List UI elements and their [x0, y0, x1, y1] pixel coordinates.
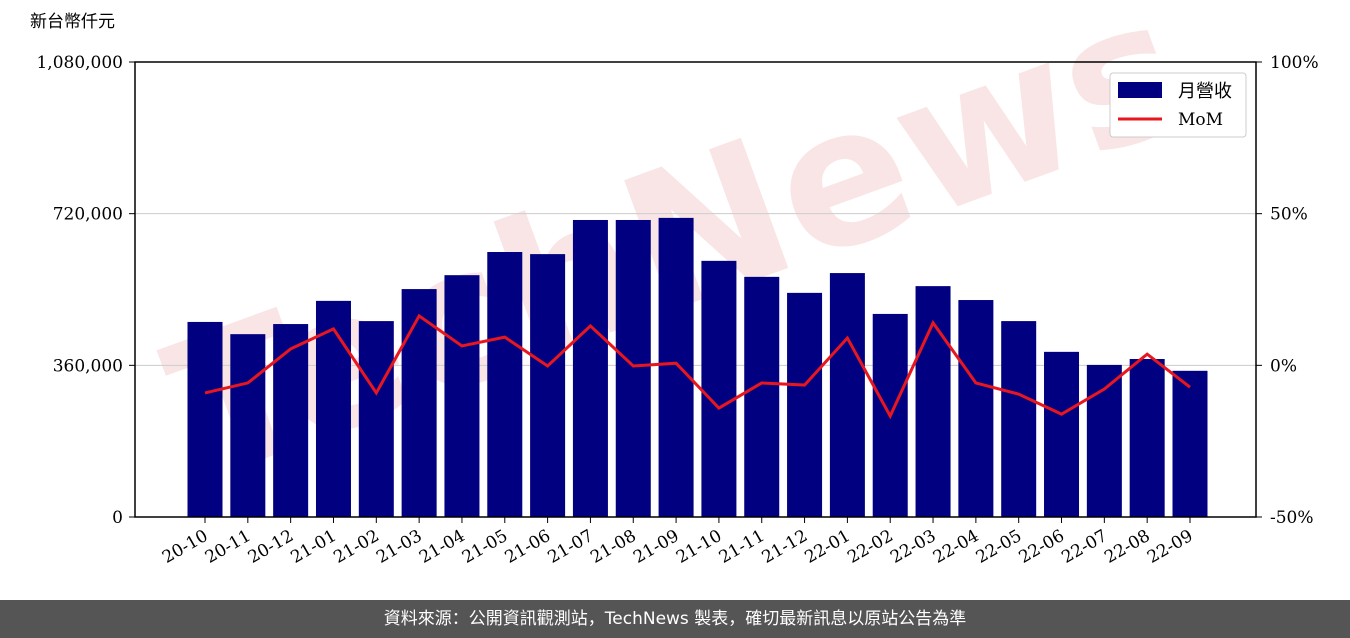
bar — [187, 321, 223, 517]
x-tick-label: 22-06 — [1016, 526, 1068, 568]
y2-tick-label: 0% — [1270, 356, 1297, 376]
x-tick-label: 21-07 — [544, 526, 596, 568]
bar — [744, 276, 780, 517]
bar — [787, 292, 823, 517]
x-tick-label: 21-03 — [373, 526, 425, 568]
bar — [1172, 370, 1208, 517]
bar — [530, 254, 566, 517]
legend-label: 月營收 — [1178, 81, 1232, 102]
x-tick-label: 21-06 — [502, 526, 554, 568]
bar — [358, 321, 394, 517]
bar — [230, 334, 266, 517]
footer: 資料來源：公開資訊觀測站，TechNews 製表，確切最新訊息以原站公告為準 — [0, 600, 1350, 638]
bar — [401, 289, 437, 517]
y-tick-label: 360,000 — [53, 356, 123, 376]
y-tick-label: 0 — [112, 508, 123, 528]
bar — [487, 252, 523, 517]
bar — [1044, 351, 1080, 517]
bar — [572, 219, 608, 517]
y-axis-label: 新台幣仟元 — [30, 12, 115, 32]
x-tick-label: 20-12 — [245, 526, 297, 568]
x-tick-label: 21-02 — [330, 526, 382, 568]
x-tick-label: 20-10 — [159, 526, 211, 568]
bar — [615, 219, 651, 517]
x-tick-label: 21-10 — [673, 526, 725, 568]
x-tick-label: 21-01 — [288, 526, 340, 568]
x-tick-label: 22-08 — [1101, 526, 1153, 568]
x-tick-label: 21-11 — [716, 526, 768, 568]
bar — [658, 217, 694, 517]
x-tick-label: 21-05 — [459, 526, 511, 568]
bar — [1129, 359, 1165, 517]
chart: 新台幣仟元 TechNews0360,000720,0001,080,000-5… — [30, 0, 1319, 568]
bar — [444, 275, 480, 517]
bar — [958, 300, 994, 517]
y2-tick-label: -50% — [1270, 508, 1314, 528]
x-tick-label: 21-04 — [416, 526, 468, 568]
bar — [315, 300, 351, 517]
x-tick-label: 22-05 — [973, 526, 1025, 568]
x-tick-label: 22-02 — [844, 526, 896, 568]
x-tick-label: 21-08 — [587, 526, 639, 568]
bar — [273, 324, 309, 517]
bar — [701, 260, 737, 517]
x-tick-label: 22-04 — [930, 526, 982, 568]
legend-swatch — [1118, 82, 1162, 98]
mom-line — [204, 313, 1191, 420]
y-tick-label: 1,080,000 — [36, 53, 123, 73]
bar — [829, 273, 865, 517]
x-tick-label: 21-12 — [759, 526, 811, 568]
y2-tick-label: 100% — [1270, 53, 1319, 73]
x-tick-label: 22-09 — [1144, 526, 1196, 568]
x-tick-label: 22-07 — [1058, 526, 1110, 568]
x-tick-label: 20-11 — [202, 526, 254, 568]
legend-label: MoM — [1178, 110, 1223, 130]
x-tick-label: 21-09 — [630, 526, 682, 568]
y-tick-label: 720,000 — [53, 205, 123, 225]
x-tick-label: 22-01 — [801, 526, 853, 568]
bar — [1001, 321, 1037, 517]
plot-frame — [134, 61, 1257, 518]
y2-tick-label: 50% — [1270, 205, 1308, 225]
x-tick-label: 22-03 — [887, 526, 939, 568]
